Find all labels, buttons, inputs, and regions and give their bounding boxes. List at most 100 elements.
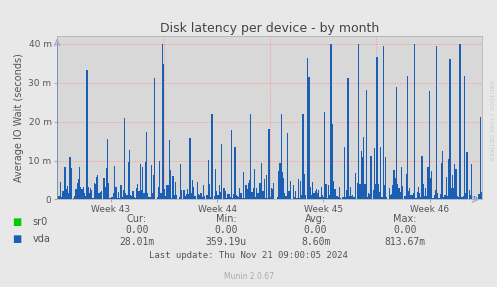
Bar: [210, 197, 211, 199]
Bar: [259, 183, 260, 199]
Text: 359.19u: 359.19u: [206, 237, 247, 247]
Bar: [447, 196, 448, 199]
Bar: [400, 192, 401, 199]
Bar: [101, 191, 102, 199]
Bar: [439, 194, 441, 199]
Bar: [217, 195, 219, 199]
Bar: [73, 198, 74, 199]
Bar: [458, 197, 459, 199]
Bar: [298, 179, 299, 199]
Bar: [401, 167, 402, 199]
Bar: [66, 189, 67, 199]
Bar: [269, 197, 271, 199]
Bar: [148, 197, 150, 199]
Bar: [228, 194, 230, 199]
Bar: [69, 158, 71, 199]
Bar: [57, 44, 58, 199]
Bar: [163, 65, 164, 199]
Bar: [118, 192, 119, 199]
Bar: [63, 191, 65, 199]
Bar: [90, 189, 91, 199]
Bar: [313, 193, 315, 199]
Bar: [299, 198, 300, 199]
Bar: [358, 44, 359, 199]
Text: 813.67m: 813.67m: [385, 237, 425, 247]
Bar: [91, 190, 92, 199]
Bar: [186, 193, 187, 199]
Bar: [384, 185, 385, 199]
Text: Avg:: Avg:: [305, 214, 326, 224]
Bar: [142, 168, 143, 199]
Bar: [357, 183, 358, 199]
Bar: [202, 197, 203, 199]
Bar: [225, 191, 226, 199]
Bar: [379, 192, 380, 199]
Bar: [248, 183, 249, 199]
Bar: [344, 147, 345, 199]
Text: sr0: sr0: [32, 217, 48, 227]
Text: 0.00: 0.00: [214, 225, 238, 235]
Bar: [147, 193, 148, 199]
Bar: [459, 44, 460, 199]
Bar: [232, 198, 233, 199]
Bar: [246, 185, 247, 199]
Bar: [112, 197, 113, 199]
Bar: [165, 196, 166, 199]
Bar: [312, 182, 313, 199]
Bar: [129, 150, 130, 199]
Bar: [480, 117, 481, 199]
Bar: [151, 165, 152, 199]
Bar: [243, 172, 244, 199]
Bar: [464, 76, 465, 199]
Bar: [103, 178, 104, 199]
Bar: [452, 175, 453, 199]
Bar: [120, 185, 121, 199]
Text: 8.60m: 8.60m: [301, 237, 331, 247]
Bar: [167, 185, 169, 199]
Text: Cur:: Cur:: [127, 214, 147, 224]
Bar: [214, 196, 215, 199]
Bar: [311, 195, 312, 199]
Bar: [176, 195, 177, 199]
Bar: [174, 195, 175, 199]
Bar: [288, 191, 289, 199]
Bar: [82, 189, 83, 199]
Text: Last update: Thu Nov 21 09:00:05 2024: Last update: Thu Nov 21 09:00:05 2024: [149, 251, 348, 260]
Bar: [257, 193, 259, 199]
Bar: [216, 191, 217, 199]
Bar: [402, 186, 403, 199]
Bar: [427, 167, 429, 199]
Bar: [474, 195, 475, 199]
Bar: [153, 175, 154, 199]
Bar: [121, 197, 123, 199]
Bar: [413, 193, 414, 199]
Bar: [107, 139, 108, 199]
Bar: [300, 181, 301, 199]
Bar: [87, 187, 89, 199]
Bar: [152, 193, 153, 199]
Bar: [302, 114, 304, 199]
Bar: [268, 129, 269, 199]
Bar: [74, 196, 76, 199]
Bar: [282, 172, 283, 199]
Bar: [71, 168, 72, 199]
Bar: [322, 195, 323, 199]
Bar: [444, 195, 446, 199]
Bar: [252, 189, 254, 199]
Bar: [348, 196, 350, 199]
Bar: [241, 193, 242, 199]
Bar: [420, 197, 421, 199]
Bar: [237, 196, 238, 199]
Bar: [84, 193, 85, 199]
Bar: [85, 196, 86, 199]
Bar: [119, 198, 120, 199]
Bar: [231, 130, 232, 199]
Text: Max:: Max:: [393, 214, 417, 224]
Bar: [233, 194, 235, 199]
Text: vda: vda: [32, 234, 50, 244]
Bar: [280, 114, 282, 199]
Bar: [145, 162, 146, 199]
Bar: [171, 198, 172, 199]
Bar: [418, 187, 419, 199]
Bar: [365, 90, 367, 199]
